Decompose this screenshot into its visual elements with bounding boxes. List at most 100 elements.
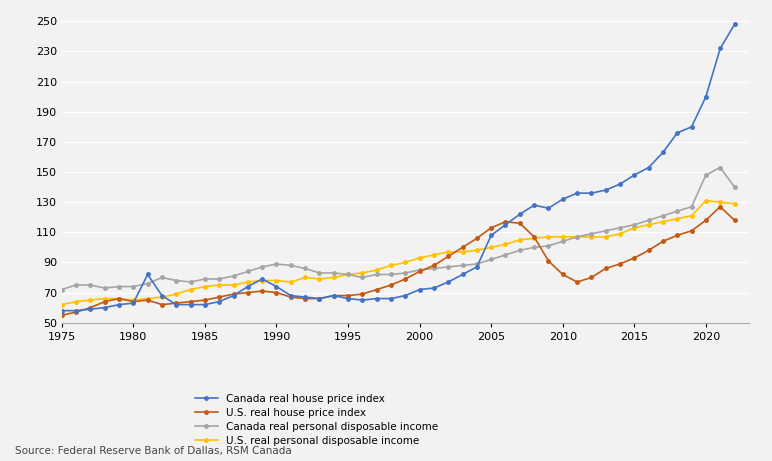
Canada real personal disposable income xyxy=(72,282,81,288)
Canada real personal disposable income xyxy=(386,272,395,277)
Canada real personal disposable income xyxy=(200,276,209,282)
U.S. real house price index xyxy=(429,263,438,268)
Canada real house price index xyxy=(272,284,281,290)
Canada real house price index xyxy=(444,279,453,285)
U.S. real personal disposable income xyxy=(687,213,696,219)
Legend: Canada real house price index, U.S. real house price index, Canada real personal: Canada real house price index, U.S. real… xyxy=(191,390,442,450)
U.S. real personal disposable income xyxy=(486,245,496,250)
Canada real personal disposable income xyxy=(530,245,539,250)
Canada real personal disposable income xyxy=(344,272,353,277)
U.S. real house price index xyxy=(672,232,682,238)
U.S. real personal disposable income xyxy=(415,255,425,260)
U.S. real personal disposable income xyxy=(229,282,239,288)
Canada real house price index xyxy=(171,302,181,307)
Canada real house price index xyxy=(486,232,496,238)
Canada real personal disposable income xyxy=(157,275,167,280)
U.S. real house price index xyxy=(372,287,381,292)
U.S. real house price index xyxy=(615,261,625,267)
Canada real personal disposable income xyxy=(315,270,324,276)
Canada real house price index xyxy=(329,293,338,298)
Canada real house price index xyxy=(100,305,110,310)
Canada real personal disposable income xyxy=(357,275,367,280)
Line: Canada real house price index: Canada real house price index xyxy=(60,23,736,313)
U.S. real personal disposable income xyxy=(659,219,668,225)
Canada real personal disposable income xyxy=(444,264,453,270)
U.S. real house price index xyxy=(687,228,696,234)
U.S. real personal disposable income xyxy=(286,279,296,285)
Canada real house price index xyxy=(630,172,639,178)
U.S. real personal disposable income xyxy=(444,249,453,254)
U.S. real house price index xyxy=(258,288,267,294)
Canada real house price index xyxy=(72,308,81,313)
U.S. real house price index xyxy=(486,225,496,230)
U.S. real personal disposable income xyxy=(501,242,510,247)
Canada real house price index xyxy=(429,285,438,291)
U.S. real personal disposable income xyxy=(587,234,596,240)
Canada real house price index xyxy=(716,46,725,51)
Canada real personal disposable income xyxy=(57,287,66,292)
Canada real personal disposable income xyxy=(515,248,524,253)
U.S. real house price index xyxy=(229,291,239,297)
Canada real house price index xyxy=(601,187,611,193)
U.S. real house price index xyxy=(730,218,739,223)
Canada real personal disposable income xyxy=(258,264,267,270)
Canada real house price index xyxy=(672,130,682,136)
U.S. real personal disposable income xyxy=(171,291,181,297)
Canada real personal disposable income xyxy=(659,213,668,219)
U.S. real house price index xyxy=(344,293,353,298)
Canada real personal disposable income xyxy=(272,261,281,267)
Canada real house price index xyxy=(258,276,267,282)
U.S. real personal disposable income xyxy=(57,302,66,307)
U.S. real personal disposable income xyxy=(730,201,739,207)
U.S. real house price index xyxy=(143,297,152,303)
U.S. real house price index xyxy=(515,220,524,226)
Canada real personal disposable income xyxy=(572,234,581,240)
Canada real house price index xyxy=(229,293,239,298)
U.S. real house price index xyxy=(587,275,596,280)
U.S. real personal disposable income xyxy=(315,276,324,282)
U.S. real house price index xyxy=(659,239,668,244)
Canada real personal disposable income xyxy=(286,263,296,268)
U.S. real house price index xyxy=(86,305,95,310)
U.S. real house price index xyxy=(129,299,138,304)
Canada real house price index xyxy=(644,165,653,170)
Canada real personal disposable income xyxy=(143,281,152,286)
Canada real personal disposable income xyxy=(401,270,410,276)
Canada real personal disposable income xyxy=(114,284,124,290)
U.S. real house price index xyxy=(72,309,81,315)
Canada real house price index xyxy=(543,206,553,211)
Canada real personal disposable income xyxy=(300,266,310,271)
U.S. real personal disposable income xyxy=(272,278,281,283)
Canada real house price index xyxy=(143,272,152,277)
Canada real house price index xyxy=(57,308,66,313)
Canada real house price index xyxy=(701,94,710,100)
U.S. real personal disposable income xyxy=(157,294,167,300)
U.S. real house price index xyxy=(100,299,110,304)
U.S. real personal disposable income xyxy=(401,260,410,265)
Canada real personal disposable income xyxy=(215,276,224,282)
Canada real house price index xyxy=(186,302,195,307)
U.S. real personal disposable income xyxy=(644,222,653,228)
U.S. real personal disposable income xyxy=(143,296,152,301)
U.S. real personal disposable income xyxy=(114,296,124,301)
U.S. real house price index xyxy=(543,258,553,264)
U.S. real personal disposable income xyxy=(558,234,567,240)
Canada real personal disposable income xyxy=(716,165,725,170)
U.S. real house price index xyxy=(215,294,224,300)
U.S. real house price index xyxy=(300,296,310,301)
Canada real house price index xyxy=(357,297,367,303)
Canada real house price index xyxy=(730,22,739,27)
U.S. real personal disposable income xyxy=(215,282,224,288)
Canada real house price index xyxy=(687,124,696,130)
U.S. real personal disposable income xyxy=(372,267,381,273)
U.S. real personal disposable income xyxy=(530,236,539,241)
U.S. real personal disposable income xyxy=(716,200,725,205)
Canada real house price index xyxy=(386,296,395,301)
Canada real house price index xyxy=(515,212,524,217)
Canada real personal disposable income xyxy=(171,278,181,283)
U.S. real house price index xyxy=(171,301,181,306)
U.S. real personal disposable income xyxy=(429,252,438,258)
Canada real house price index xyxy=(587,190,596,196)
Canada real personal disposable income xyxy=(486,257,496,262)
U.S. real house price index xyxy=(630,255,639,260)
